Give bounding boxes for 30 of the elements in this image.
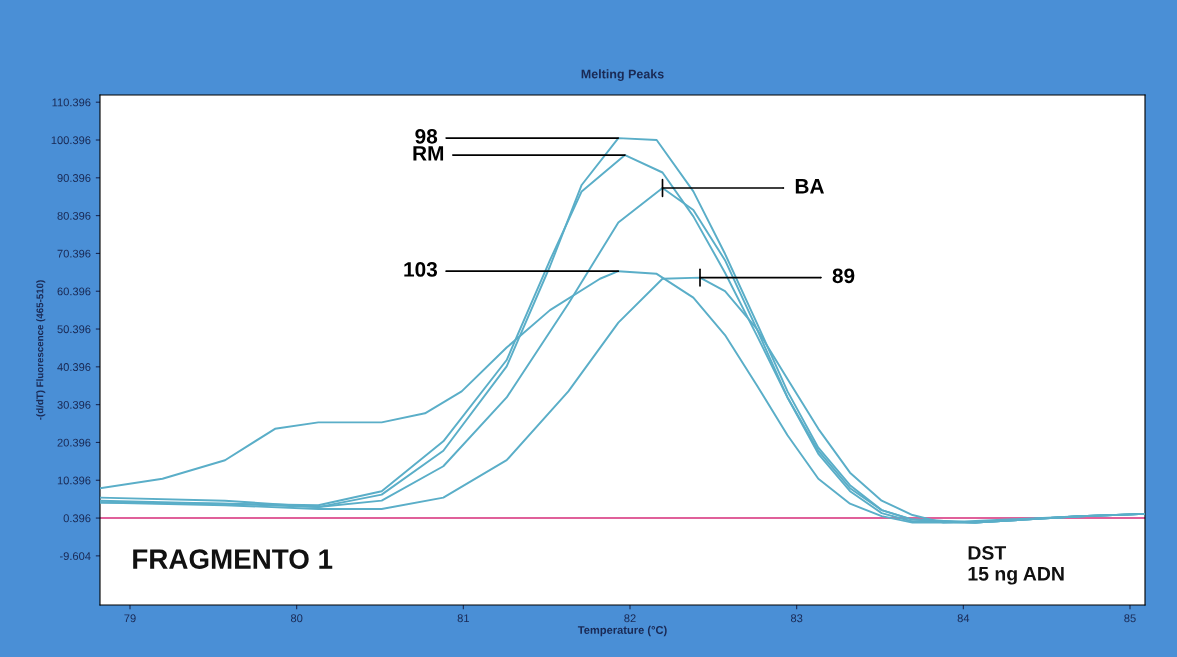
y-axis-title: -(d/dT) Fluorescence (465-510) <box>36 280 46 420</box>
annotation: RM <box>413 146 444 161</box>
annotation: DST 15 ng ADN <box>968 545 1064 585</box>
y-tick-label: 110.396 <box>52 98 91 107</box>
x-tick-label: 82 <box>624 614 636 623</box>
x-tick-label: 80 <box>290 614 303 623</box>
y-tick-label: 70.396 <box>57 249 91 258</box>
annotation: FRAGMENTO 1 <box>133 549 333 569</box>
y-tick-label: 60.396 <box>57 287 91 296</box>
y-tick-label: 90.396 <box>57 174 91 182</box>
y-tick-label: 0.396 <box>63 514 91 523</box>
x-tick-label: 84 <box>957 614 970 623</box>
annotation: 89 <box>832 268 855 284</box>
annotation: 98 <box>415 128 438 144</box>
annotation: BA <box>795 179 824 194</box>
y-tick-label: 40.396 <box>57 363 91 371</box>
y-tick-label: 100.396 <box>51 136 91 145</box>
x-axis-title: Temperature (°C) <box>577 625 667 637</box>
y-tick-label: 30.396 <box>57 400 91 409</box>
y-tick-label: 50.396 <box>57 325 91 334</box>
y-tick-label: 10.396 <box>57 476 91 485</box>
chart-title: Melting Peaks <box>581 69 664 81</box>
y-tick-label: -9.604 <box>59 552 91 560</box>
y-tick-label: 20.396 <box>57 438 91 447</box>
x-tick-label: 81 <box>457 614 469 623</box>
x-tick-label: 83 <box>790 614 803 623</box>
x-tick-label: 85 <box>1124 614 1136 623</box>
y-tick-label: 80.396 <box>57 211 91 220</box>
annotation: 103 <box>404 262 438 277</box>
x-tick-label: 79 <box>124 614 136 623</box>
